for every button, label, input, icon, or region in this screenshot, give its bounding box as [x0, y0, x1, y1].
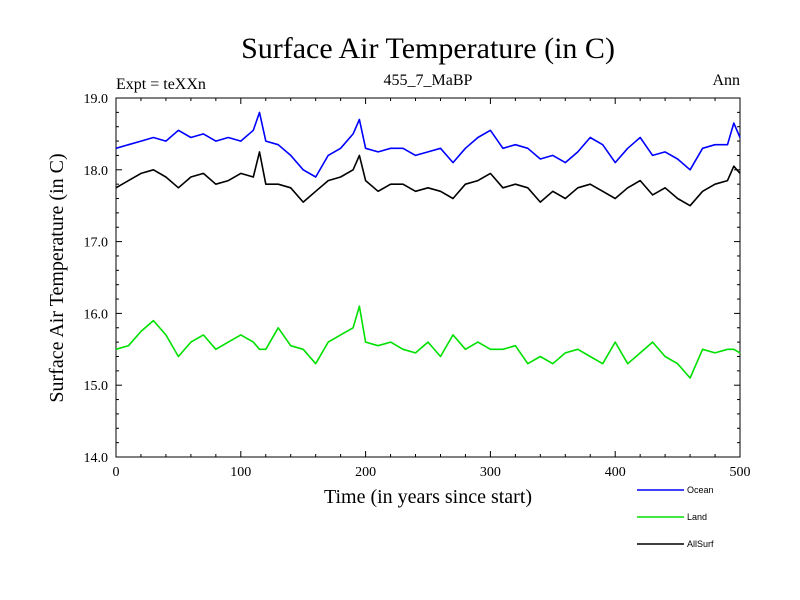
x-axis-label: Time (in years since start): [324, 486, 532, 508]
plot-frame: [115, 97, 741, 458]
experiment-label: Expt = teXXn: [116, 76, 206, 93]
x-tick-label: 0: [113, 465, 120, 480]
series-layer: [115, 111, 741, 379]
x-tick-label: 400: [605, 465, 626, 480]
x-tick-label: 300: [480, 465, 501, 480]
legend-label-allsurf: AllSurf: [687, 539, 714, 549]
x-axis: 0 100 200 300 400 500: [113, 98, 751, 480]
x-tick-label: 500: [730, 465, 751, 480]
y-axis: 14.0 15.0 16.0 17.0 18.0 19.0: [84, 92, 740, 466]
series-line-ocean: [115, 111, 741, 178]
legend: Ocean Land AllSurf: [637, 485, 714, 549]
chart-title: Surface Air Temperature (in C): [241, 32, 615, 65]
subtitle-label: 455_7_MaBP: [384, 72, 473, 89]
series-line-land: [115, 305, 741, 379]
legend-label-ocean: Ocean: [687, 485, 714, 495]
y-tick-label: 19.0: [84, 92, 109, 107]
legend-label-land: Land: [687, 512, 707, 522]
x-tick-label: 100: [230, 465, 251, 480]
y-tick-label: 17.0: [84, 236, 109, 251]
y-tick-label: 18.0: [84, 164, 109, 179]
y-tick-label: 14.0: [84, 451, 109, 466]
y-axis-label: Surface Air Temperature (in C): [46, 153, 68, 402]
y-tick-label: 15.0: [84, 379, 109, 394]
y-tick-label: 16.0: [84, 307, 109, 322]
period-label: Ann: [712, 72, 740, 89]
x-tick-label: 200: [355, 465, 376, 480]
series-line-allsurf: [115, 151, 741, 207]
plot-area: [115, 97, 741, 458]
